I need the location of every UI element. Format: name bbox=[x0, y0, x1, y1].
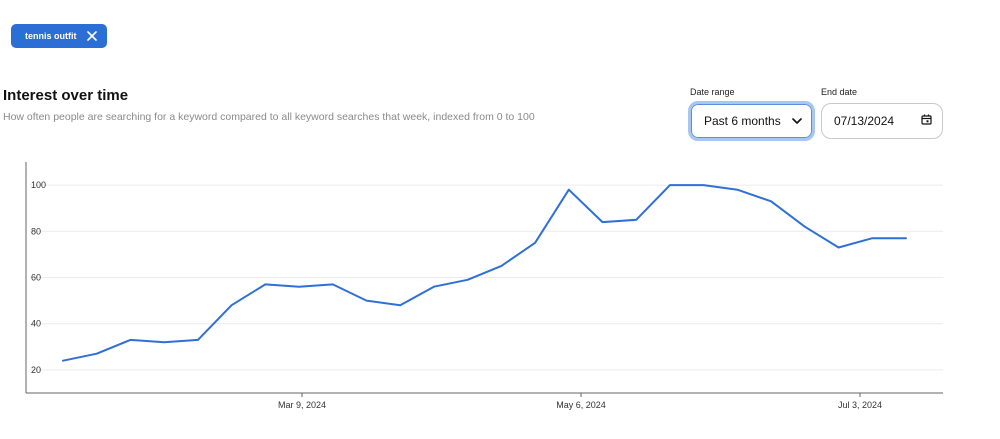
y-tick-label: 100 bbox=[31, 180, 46, 190]
y-tick-label: 40 bbox=[31, 319, 41, 329]
interest-over-time-chart: 20 40 60 80 100 Mar 9, 2024 May 6, 2024 Jul 3,… bbox=[25, 162, 943, 410]
section-title: Interest over time bbox=[3, 87, 129, 104]
end-date-label: End date bbox=[821, 87, 858, 97]
x-tick-label: Mar 9, 2024 bbox=[278, 400, 326, 410]
series-line bbox=[62, 184, 907, 362]
y-tick-label: 20 bbox=[31, 365, 41, 375]
section-subtitle: How often people are searching for a key… bbox=[3, 111, 535, 123]
x-tick-label: May 6, 2024 bbox=[556, 400, 606, 410]
y-tick-label: 60 bbox=[31, 273, 41, 283]
calendar-icon[interactable] bbox=[921, 114, 932, 128]
y-axis-ticks: 20 40 60 80 100 bbox=[31, 180, 46, 375]
chart-gridlines bbox=[30, 184, 943, 371]
close-icon[interactable] bbox=[86, 31, 97, 41]
date-range-value: Past 6 months bbox=[704, 114, 781, 128]
x-tick-label: Jul 3, 2024 bbox=[838, 400, 882, 410]
filter-chip-label: tennis outfit bbox=[25, 31, 77, 41]
y-tick-label: 80 bbox=[31, 226, 41, 236]
filter-chip-tennis-outfit[interactable]: tennis outfit bbox=[11, 24, 107, 48]
x-axis-ticks: Mar 9, 2024 May 6, 2024 Jul 3, 2024 bbox=[278, 393, 882, 410]
chevron-down-icon bbox=[792, 114, 802, 128]
end-date-input[interactable]: 07/13/2024 bbox=[821, 103, 943, 139]
date-range-select[interactable]: Past 6 months bbox=[688, 101, 815, 141]
date-range-label: Date range bbox=[690, 87, 735, 97]
end-date-value: 07/13/2024 bbox=[834, 114, 895, 128]
